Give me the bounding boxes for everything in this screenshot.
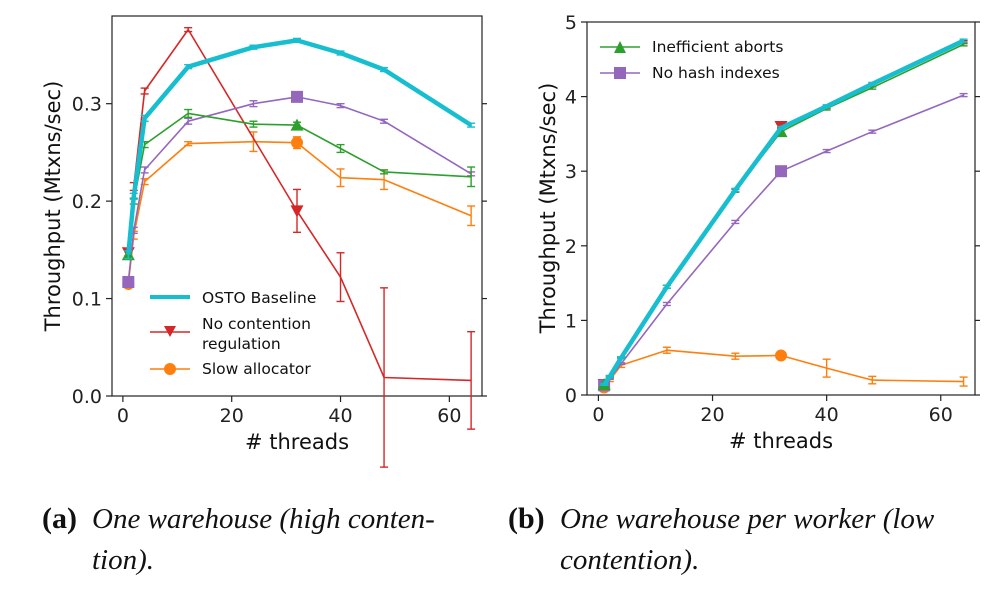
- series-slow-b: [598, 346, 968, 394]
- series-line-nocont: [603, 41, 964, 386]
- legend-label-ineff-b: Inefficient aborts: [652, 38, 783, 56]
- y-axis-label-b: Throughput (Mtxns/sec): [536, 83, 560, 335]
- series-line-ineff: [603, 43, 964, 386]
- y-axis-a: 0.0 0.1 0.2 0.3: [72, 94, 487, 408]
- series-line-ineff: [127, 112, 472, 255]
- data-point-marker-slow: [291, 136, 303, 149]
- legend-label-nocont-line2-a: regulation: [202, 335, 281, 353]
- caption-text-b-line1: One warehouse per worker (low: [560, 503, 935, 535]
- series-line-slow: [127, 140, 472, 284]
- series-osto-a: [124, 37, 476, 260]
- x-axis-b: 0 20 40 60: [592, 395, 953, 426]
- x-axis-a: 0 20 40 60: [117, 396, 461, 427]
- caption-text-a-line2: tion).: [92, 544, 154, 576]
- x-tick-label: 40: [328, 405, 352, 427]
- series-line-osto: [602, 38, 965, 386]
- plot-frame-b: [586, 21, 976, 396]
- y-axis-b: 0 1 2 3 4 5: [565, 12, 980, 407]
- x-tick-label: 60: [929, 404, 953, 426]
- series-nocont-b: [597, 39, 968, 392]
- series-layer-a: [121, 26, 476, 468]
- data-point-marker-slow: [775, 349, 787, 362]
- x-tick-label: 40: [815, 404, 839, 426]
- legend-label-osto-a: OSTO Baseline: [202, 289, 316, 307]
- legend-label-nocont-line1-a: No contention: [202, 315, 311, 333]
- y-tick-label: 0: [565, 385, 577, 407]
- chart-panel-b: 0 20 40 60 0 1 2 3 4 5 # threads Throughput (Mtx…: [536, 12, 980, 453]
- series-ineff-a: [121, 108, 476, 261]
- caption-a: (a) One warehouse (high conten- tion).: [42, 502, 435, 576]
- data-point-marker-nocont: [290, 205, 304, 218]
- y-tick-label: 0.3: [72, 94, 102, 116]
- series-osto-b: [600, 38, 968, 387]
- legend-a: OSTO Baseline No contention regulation S…: [150, 289, 316, 378]
- y-tick-label: 1: [565, 310, 577, 332]
- y-tick-label: 0.0: [72, 386, 102, 408]
- legend-marker-slow-a: [164, 363, 176, 375]
- data-point-marker-ineff: [290, 118, 304, 131]
- series-nohash-b: [598, 92, 968, 392]
- caption-text-b-line2: contention).: [560, 544, 699, 576]
- y-tick-label: 3: [565, 161, 577, 183]
- y-tick-label: 5: [565, 12, 577, 34]
- caption-b: (b) One warehouse per worker (low conten…: [508, 502, 935, 576]
- legend-marker-nohash-b: [614, 67, 626, 79]
- chart-panel-a: 0 20 40 60 0.0 0.1 0.2 0.3 # threads Throughpu…: [41, 15, 487, 468]
- y-tick-label: 0.1: [72, 289, 102, 311]
- x-tick-label: 20: [220, 405, 244, 427]
- x-tick-label: 60: [437, 405, 461, 427]
- x-axis-label-b: # threads: [729, 429, 833, 453]
- y-tick-label: 0.2: [72, 191, 102, 213]
- legend-label-nohash-b: No hash indexes: [652, 64, 780, 82]
- caption-text-a-line1: One warehouse (high conten-: [92, 503, 435, 535]
- series-ineff-b: [597, 42, 968, 391]
- caption-label-b: (b): [508, 502, 545, 535]
- y-tick-label: 2: [565, 236, 577, 258]
- caption-label-a: (a): [42, 502, 77, 535]
- series-line-nohash: [603, 94, 964, 386]
- x-tick-label: 20: [700, 404, 724, 426]
- data-point-marker-nohash: [291, 90, 303, 103]
- plot-frame-a: [111, 15, 483, 397]
- legend-marker-ineff-b: [614, 41, 626, 53]
- legend-marker-nocont-a: [164, 326, 176, 337]
- y-tick-label: 4: [565, 87, 577, 109]
- x-tick-label: 0: [592, 404, 604, 426]
- x-tick-label: 0: [117, 405, 129, 427]
- data-point-marker-nohash: [122, 276, 135, 288]
- legend-b: Inefficient aborts No hash indexes: [600, 38, 783, 82]
- y-axis-label-a: Throughput (Mtxns/sec): [41, 81, 65, 333]
- x-axis-label-a: # threads: [245, 430, 349, 454]
- data-point-marker-nohash: [775, 165, 787, 178]
- legend-label-slow-a: Slow allocator: [202, 360, 311, 378]
- series-layer-b: [597, 38, 968, 394]
